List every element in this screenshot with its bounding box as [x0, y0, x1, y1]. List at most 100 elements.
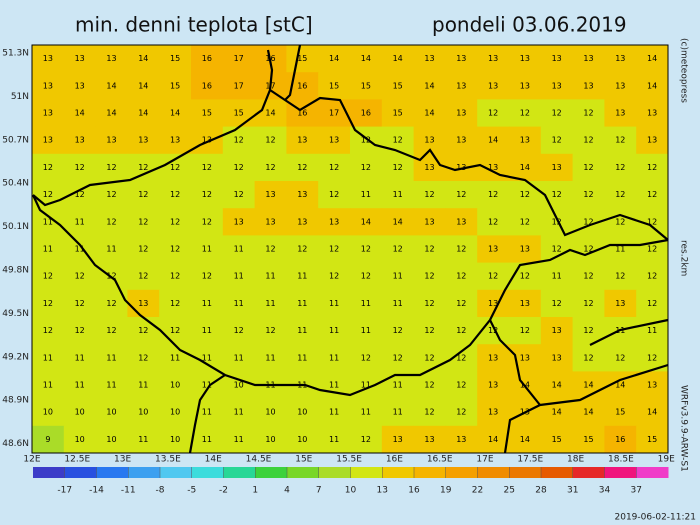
- grid-cell: [286, 181, 319, 209]
- grid-value: 12: [647, 272, 657, 281]
- grid-cell: [572, 153, 605, 182]
- grid-cell: [445, 126, 478, 155]
- grid-cell: [477, 181, 510, 209]
- grid-value: 12: [424, 326, 434, 335]
- grid-value: 13: [552, 163, 562, 172]
- grid-value: 10: [75, 408, 85, 417]
- grid-cell: [318, 72, 351, 100]
- grid-cell: [32, 235, 65, 264]
- grid-value: 10: [106, 408, 116, 417]
- grid-cell: [318, 235, 351, 264]
- grid-cell: [413, 181, 446, 209]
- grid-cell: [222, 398, 256, 427]
- lat-label: 49.2N: [2, 352, 29, 362]
- grid-value: 17: [234, 54, 244, 63]
- grid-cell: [445, 289, 478, 318]
- grid-cell: [604, 153, 637, 182]
- grid-value: 12: [234, 163, 244, 172]
- grid-cell: [477, 262, 510, 291]
- grid-cell: [636, 45, 669, 73]
- grid-cell: [127, 126, 160, 155]
- grid-value: 14: [647, 81, 657, 90]
- grid-value: 15: [647, 435, 657, 444]
- grid-value: 11: [138, 435, 148, 444]
- grid-value: 11: [393, 272, 403, 281]
- copyright: (c)meteopress: [679, 38, 689, 103]
- grid-cell: [254, 398, 287, 427]
- grid-cell: [32, 72, 65, 100]
- grid-cell: [572, 425, 605, 454]
- colorbar-segment: [223, 467, 256, 478]
- grid-value: 14: [583, 408, 593, 417]
- grid-value: 15: [234, 109, 244, 118]
- colorbar-segment: [636, 467, 669, 478]
- grid-value: 13: [234, 217, 244, 226]
- grid-cell: [191, 153, 224, 182]
- grid-cell: [413, 289, 446, 318]
- grid-value: 12: [424, 381, 434, 390]
- grid-value: 12: [552, 190, 562, 199]
- grid-value: 11: [297, 299, 307, 308]
- colorbar-label: 13: [377, 486, 388, 496]
- grid-value: 14: [520, 163, 530, 172]
- grid-value: 13: [456, 217, 466, 226]
- grid-cell: [540, 208, 574, 236]
- grid-cell: [95, 126, 128, 155]
- grid-cell: [32, 344, 65, 372]
- map-date: pondeli 03.06.2019: [432, 13, 627, 37]
- grid-value: 11: [138, 381, 148, 390]
- grid-value: 16: [361, 109, 371, 118]
- grid-value: 17: [234, 81, 244, 90]
- grid-cell: [191, 317, 224, 345]
- grid-value: 17: [329, 109, 339, 118]
- grid-cell: [381, 425, 415, 454]
- grid-value: 12: [456, 245, 466, 254]
- grid-value: 15: [552, 435, 562, 444]
- grid-value: 12: [138, 163, 148, 172]
- grid-value: 14: [106, 109, 116, 118]
- grid-value: 13: [329, 217, 339, 226]
- grid-value: 13: [202, 136, 212, 145]
- grid-cell: [63, 208, 97, 236]
- grid-cell: [636, 425, 669, 454]
- grid-value: 12: [138, 217, 148, 226]
- grid-cell: [572, 398, 605, 427]
- grid-value: 13: [552, 81, 562, 90]
- grid-value: 13: [456, 54, 466, 63]
- grid-value: 13: [75, 54, 85, 63]
- colorbar-segment: [445, 467, 478, 478]
- lon-label: 16.5E: [427, 455, 453, 465]
- grid-value: 12: [393, 245, 403, 254]
- grid-cell: [477, 344, 510, 372]
- grid-value: 11: [75, 245, 85, 254]
- border-line: [266, 49, 274, 91]
- grid-value: 11: [234, 353, 244, 362]
- grid-value: 12: [329, 163, 339, 172]
- grid-cell: [191, 371, 224, 400]
- grid-cell: [604, 208, 637, 236]
- grid-cell: [540, 425, 574, 454]
- grid-value: 16: [615, 435, 625, 444]
- grid-value: 14: [170, 109, 180, 118]
- lon-label: 13E: [114, 455, 131, 465]
- grid-value: 11: [75, 353, 85, 362]
- grid-value: 12: [520, 326, 530, 335]
- grid-value: 14: [520, 435, 530, 444]
- grid-value: 12: [456, 381, 466, 390]
- grid-value: 12: [202, 163, 212, 172]
- grid-value: 11: [329, 326, 339, 335]
- grid-cell: [381, 45, 415, 73]
- grid-value: 13: [552, 326, 562, 335]
- grid-value: 16: [297, 81, 307, 90]
- grid-cell: [445, 425, 478, 454]
- grid-value: 11: [202, 381, 212, 390]
- grid-cell: [222, 289, 256, 318]
- grid-value: 13: [647, 136, 657, 145]
- grid-cell: [254, 344, 287, 372]
- colorbar-label: 10: [345, 486, 357, 496]
- grid-value: 12: [361, 272, 371, 281]
- grid-value: 12: [583, 299, 593, 308]
- colorbar-segment: [382, 467, 415, 478]
- grid-cell: [159, 317, 192, 345]
- grid-value: 12: [393, 163, 403, 172]
